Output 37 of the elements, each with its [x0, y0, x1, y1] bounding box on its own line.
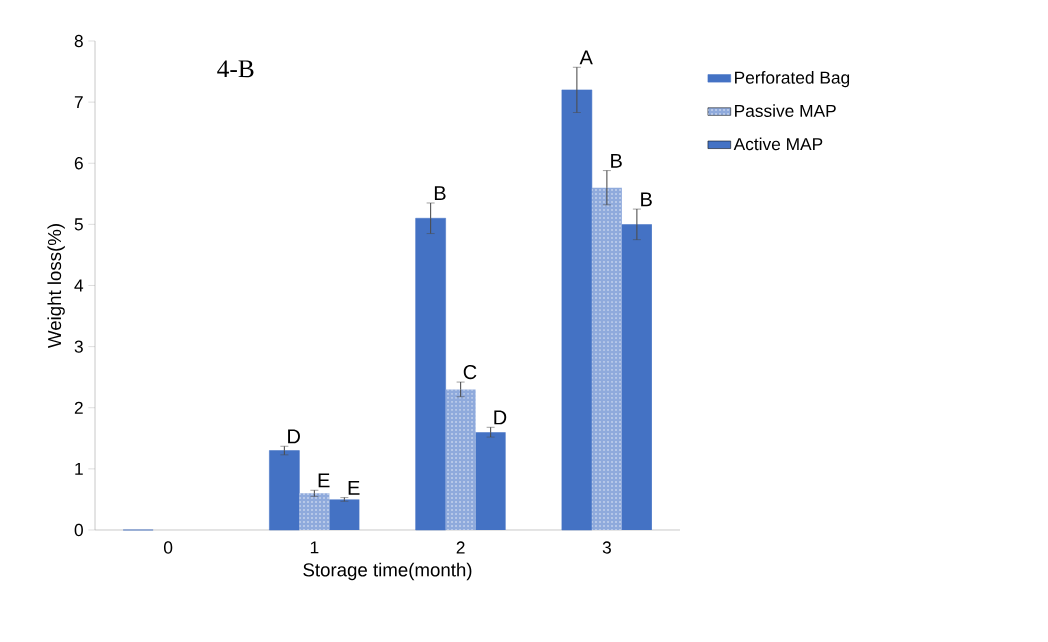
y-tick-label: 6 [74, 157, 83, 170]
bar [329, 499, 360, 530]
y-tick-label: 1 [75, 462, 83, 475]
x-axis-title: Storage time(month) [303, 562, 472, 581]
annotation: D [288, 429, 300, 444]
annotation: E [318, 473, 330, 488]
x-tick-label: 0 [163, 541, 173, 554]
bar [561, 89, 593, 531]
x-tick-label: 3 [602, 541, 611, 554]
annotation: D [494, 410, 507, 425]
annotation: C [463, 364, 477, 380]
y-tick-label: 5 [74, 218, 83, 231]
annotation: B [434, 186, 446, 201]
annotation: E [348, 480, 360, 495]
y-tick-label: 3 [74, 340, 83, 353]
annotation: B [611, 153, 622, 168]
legend-label: Perforated Bag [735, 71, 850, 88]
x-tick-label: 1 [310, 541, 319, 554]
bar [621, 224, 652, 530]
bar [591, 187, 622, 530]
y-tick-label: 8 [74, 34, 83, 48]
y-tick-label: 2 [74, 401, 83, 414]
text: 4-B [217, 60, 254, 78]
bar [445, 389, 476, 530]
bar [415, 217, 446, 531]
bar [475, 432, 506, 530]
bar [269, 450, 300, 531]
y-tick-label: 4 [74, 279, 84, 292]
legend-label: Active MAP [733, 137, 823, 151]
annotation: A [579, 50, 593, 65]
y-tick-label: 7 [74, 96, 83, 109]
annotation: B [641, 192, 652, 207]
legend-label: Passive MAP [735, 104, 836, 117]
y-tick-label: 0 [74, 523, 83, 537]
bar [299, 493, 330, 530]
x-tick-label: 2 [456, 541, 465, 554]
y-axis-title: Weight loss(%) [47, 224, 65, 348]
